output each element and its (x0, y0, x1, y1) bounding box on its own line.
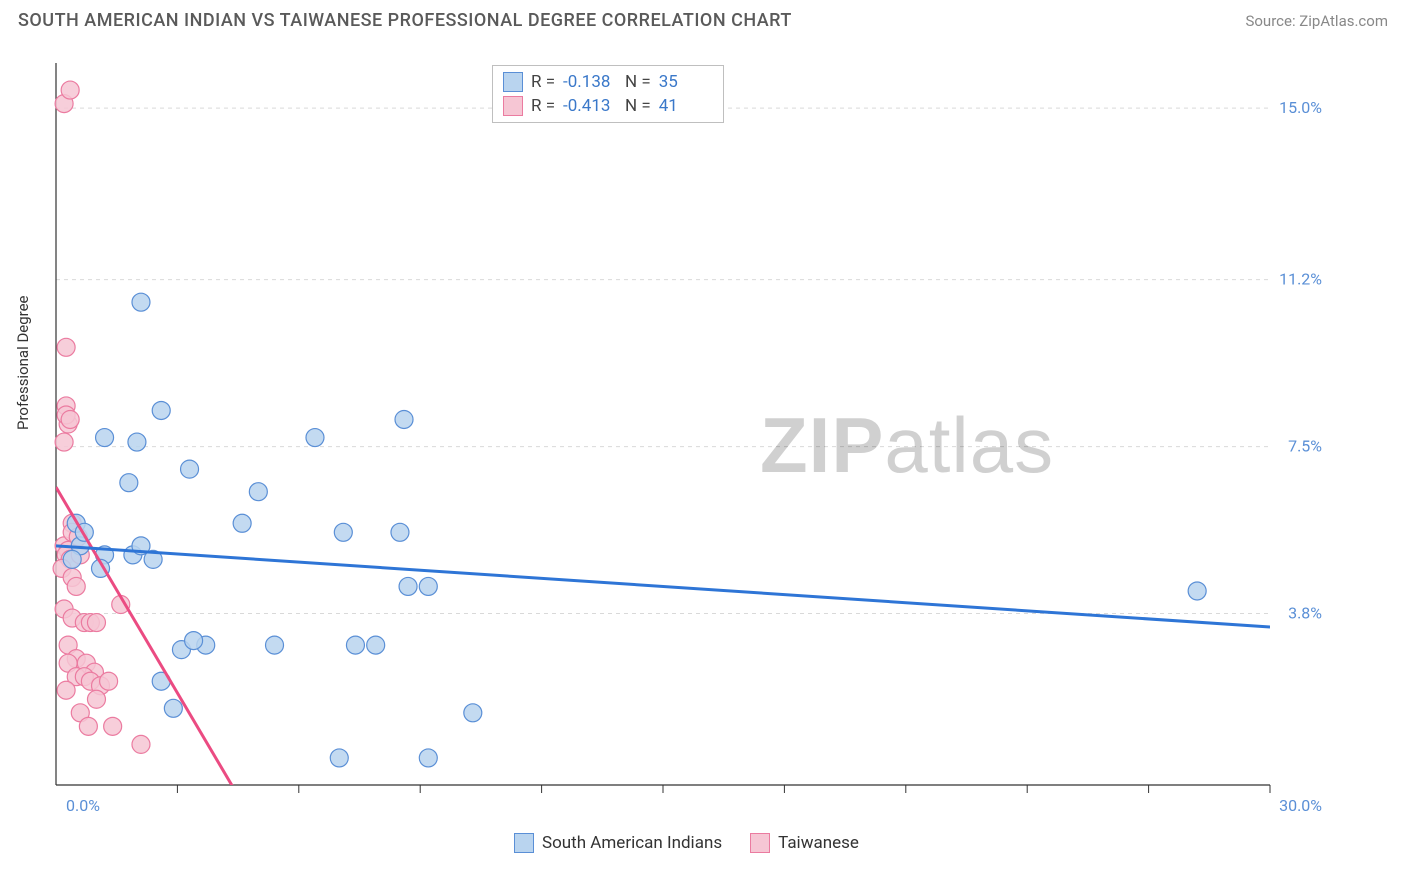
svg-text:15.0%: 15.0% (1279, 98, 1322, 117)
svg-text:11.2%: 11.2% (1279, 270, 1322, 289)
chart-area: 3.8%7.5%11.2%15.0%0.0%30.0% ZIPatlas R =… (50, 55, 1330, 825)
scatter-plot: 3.8% 7.5% 11.2% 15.0% 0.0% 30.0% (50, 55, 1330, 825)
correlation-legend: R = -0.138 N = 35 R = -0.413 N = 41 (492, 65, 724, 123)
r-label: R = (531, 70, 555, 94)
r-label: R = (531, 94, 555, 118)
svg-text:7.5%: 7.5% (1288, 437, 1322, 456)
swatch-b-bottom (750, 833, 770, 853)
series-b-name: Taiwanese (778, 833, 859, 853)
swatch-a-bottom (514, 833, 534, 853)
y-axis-label: Professional Degree (14, 295, 32, 430)
swatch-b (503, 96, 523, 116)
r-value-b: -0.413 (563, 94, 617, 118)
chart-title: SOUTH AMERICAN INDIAN VS TAIWANESE PROFE… (18, 10, 792, 31)
legend-row-b: R = -0.413 N = 41 (503, 94, 713, 118)
svg-text:3.8%: 3.8% (1288, 604, 1322, 623)
n-label: N = (625, 70, 651, 94)
svg-text:30.0%: 30.0% (1279, 796, 1322, 815)
series-a-name: South American Indians (542, 833, 722, 853)
legend-row-a: R = -0.138 N = 35 (503, 70, 713, 94)
series-legend: South American Indians Taiwanese (514, 833, 859, 853)
source-label: Source: ZipAtlas.com (1245, 12, 1388, 30)
swatch-a (503, 72, 523, 92)
n-label: N = (625, 94, 651, 118)
n-value-a: 35 (659, 70, 713, 94)
r-value-a: -0.138 (563, 70, 617, 94)
svg-text:0.0%: 0.0% (66, 796, 100, 815)
n-value-b: 41 (659, 94, 713, 118)
